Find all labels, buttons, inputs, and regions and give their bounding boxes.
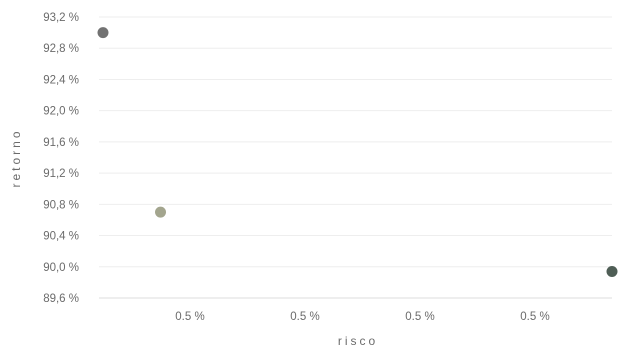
y-tick-label: 90,0 % xyxy=(43,262,79,274)
data-point xyxy=(606,265,618,277)
y-axis-ticks: 93,2 % 92,8 % 92,4 % 92,0 % 91,6 % 91,2 % 90,8… xyxy=(43,12,79,305)
y-axis-title: retorno xyxy=(9,128,23,187)
y-tick-label: 90,8 % xyxy=(43,199,79,211)
x-axis-title: risco xyxy=(338,334,378,347)
y-tick-label: 89,6 % xyxy=(43,293,79,305)
data-point xyxy=(97,27,109,39)
x-tick-label: 0.5 % xyxy=(520,311,549,323)
y-tick-label: 92,0 % xyxy=(43,106,79,118)
x-tick-label: 0.5 % xyxy=(405,311,434,323)
data-point xyxy=(155,206,167,218)
y-tick-label: 92,4 % xyxy=(43,74,79,86)
x-tick-label: 0.5 % xyxy=(290,311,319,323)
y-tick-label: 93,2 % xyxy=(43,12,79,24)
x-tick-label: 0.5 % xyxy=(175,311,204,323)
y-tick-label: 92,8 % xyxy=(43,43,79,55)
grid-lines xyxy=(99,16,612,299)
y-tick-label: 91,2 % xyxy=(43,168,79,180)
y-tick-label: 91,6 % xyxy=(43,137,79,149)
y-tick-label: 90,4 % xyxy=(43,231,79,243)
data-points xyxy=(97,27,618,277)
x-axis-ticks: 0.5 % 0.5 % 0.5 % 0.5 % xyxy=(175,311,549,323)
